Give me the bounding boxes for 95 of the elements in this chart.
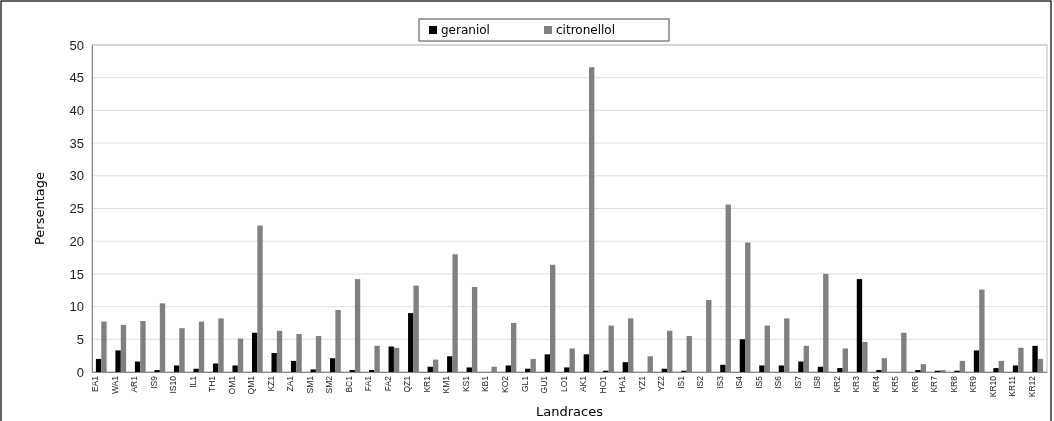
- y-tick-label: 45: [69, 70, 84, 86]
- x-tick-label: HA1: [617, 375, 628, 393]
- x-tick-label: BC1: [343, 375, 354, 393]
- y-tick-label: 30: [69, 168, 84, 184]
- bar: [193, 368, 199, 372]
- x-tick-label: IS4: [734, 375, 745, 389]
- x-tick-label: KR6: [909, 375, 920, 393]
- bar: [447, 356, 453, 372]
- bar: [408, 313, 414, 372]
- x-tick-label: IS3: [714, 375, 725, 389]
- x-tick-label: OM1: [226, 375, 237, 395]
- x-tick-label: GL1: [519, 375, 530, 393]
- y-tick-label: 50: [69, 37, 84, 53]
- bar: [778, 365, 785, 372]
- bar: [798, 361, 804, 372]
- y-tick-label: 35: [69, 135, 84, 151]
- bar: [739, 339, 746, 372]
- y-tick-label: 0: [76, 364, 84, 380]
- x-tick-label: IS2: [695, 375, 706, 389]
- x-tick-label: KR2: [831, 375, 842, 393]
- x-tick-label: SM1: [304, 375, 315, 394]
- x-tick-label: KM1: [441, 375, 452, 394]
- x-tick-label: KR12: [1026, 375, 1037, 398]
- y-tick-label: 25: [69, 201, 84, 217]
- x-tick-label: FA1: [363, 375, 374, 392]
- x-tick-label: LO1: [558, 375, 569, 393]
- bar: [973, 350, 980, 372]
- x-tick-label: KR4: [870, 375, 881, 393]
- bar: [837, 368, 843, 372]
- x-tick-label: FA2: [382, 375, 393, 392]
- bar: [583, 354, 590, 372]
- bar: [388, 346, 394, 372]
- legend-label: geraniol: [441, 23, 490, 37]
- bar: [95, 358, 102, 372]
- bar: [856, 279, 863, 372]
- x-tick-label: GU1: [539, 375, 550, 394]
- x-tick-label: KR8: [948, 375, 959, 393]
- y-tick-label: 15: [69, 266, 84, 282]
- bar: [466, 367, 472, 372]
- x-tick-label: YZ1: [636, 375, 647, 392]
- x-tick-label: IS8: [812, 375, 823, 389]
- x-tick-label: YZ2: [656, 375, 667, 392]
- bar: [310, 369, 316, 372]
- bar: [1012, 365, 1019, 372]
- x-tick-label: IL1: [187, 375, 198, 388]
- x-tick-label: EA1: [90, 375, 101, 393]
- x-tick-label: KR5: [890, 375, 901, 393]
- bar: [720, 364, 726, 372]
- x-tick-label: KS1: [460, 375, 471, 393]
- x-tick-label: KB1: [480, 375, 491, 393]
- y-tick-label: 40: [69, 103, 84, 119]
- x-axis-title: Landraces: [536, 404, 604, 419]
- x-tick-label: KZ1: [265, 375, 276, 392]
- x-tick-label: WA1: [109, 375, 120, 395]
- x-tick-label: KR3: [851, 375, 862, 393]
- bar: [115, 350, 121, 372]
- x-tick-label: TH1: [207, 375, 218, 393]
- x-tick-label: IS1: [675, 375, 686, 389]
- x-tick-label: QM1: [246, 375, 257, 395]
- x-tick-label: KO2: [500, 375, 510, 394]
- bar: [212, 363, 219, 372]
- x-tick-label: IS7: [792, 375, 803, 389]
- x-tick-label: KR10: [987, 375, 998, 398]
- y-tick-label: 5: [76, 331, 84, 347]
- bar: [759, 365, 765, 372]
- x-tick-label: AR1: [129, 375, 140, 393]
- bar: [330, 358, 336, 372]
- y-axis-title: Persentage: [32, 171, 47, 246]
- x-tick-label: IS5: [753, 375, 764, 389]
- x-tick-label: IS6: [773, 375, 784, 389]
- bar: [622, 362, 629, 372]
- x-tick-label: KR1: [421, 375, 432, 393]
- bar: [232, 365, 238, 372]
- bar: [505, 365, 511, 372]
- bar: [544, 354, 550, 372]
- y-tick-label: 10: [69, 299, 84, 315]
- x-tick-label: HO1: [597, 375, 608, 394]
- x-tick-label: KR9: [968, 375, 979, 393]
- bar: [251, 332, 258, 372]
- x-tick-label: ZA1: [285, 375, 296, 392]
- x-tick-label: KR11: [1007, 375, 1018, 397]
- x-tick-label: SM2: [324, 375, 335, 394]
- bar: [291, 360, 297, 372]
- x-tick-label: KR7: [929, 375, 940, 393]
- legend-label: citronellol: [556, 23, 615, 37]
- x-tick-label: IS10: [168, 375, 179, 394]
- bar: [993, 368, 999, 372]
- bar: [271, 353, 277, 372]
- bar: [173, 365, 180, 372]
- x-tick-label: QZ1: [402, 375, 413, 393]
- y-tick-label: 20: [69, 233, 84, 249]
- bar: [1032, 345, 1038, 372]
- x-tick-label: AK1: [578, 375, 589, 393]
- x-tick-label: IS9: [148, 375, 159, 389]
- bar: [564, 367, 570, 372]
